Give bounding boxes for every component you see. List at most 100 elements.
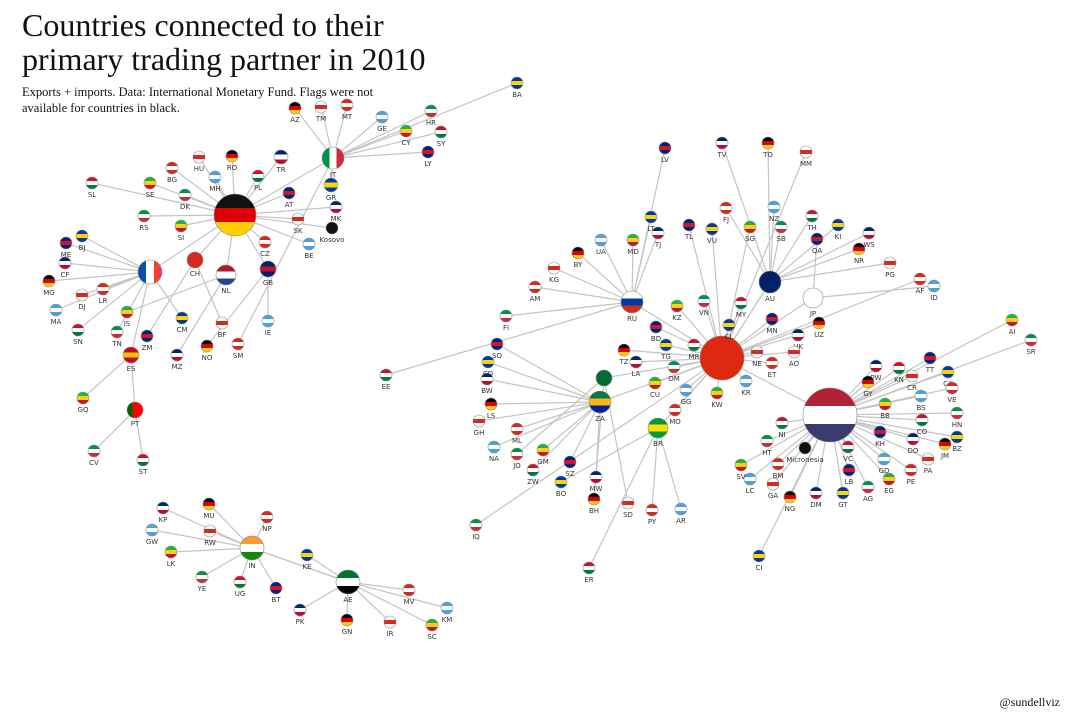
- country-node: [705, 222, 719, 236]
- country-label: BA: [512, 91, 522, 99]
- country-label: ZA: [595, 415, 605, 423]
- country-label: ET: [768, 371, 777, 379]
- country-label: IS: [124, 320, 131, 328]
- trade-link: [130, 271, 151, 356]
- country-node: [645, 503, 659, 517]
- country-label: HU: [194, 165, 204, 173]
- country-label: NL: [221, 287, 230, 295]
- country-node: [325, 221, 339, 235]
- country-node: [950, 406, 964, 420]
- country-label: IN: [248, 562, 255, 570]
- country-label: VN: [699, 309, 709, 317]
- country-node: [892, 361, 906, 375]
- country-label: MV: [404, 598, 415, 606]
- country-node: [715, 136, 729, 150]
- country-node: [510, 447, 524, 461]
- country-label: GY: [863, 390, 873, 398]
- country-node: [649, 320, 663, 334]
- country-node: [291, 212, 305, 226]
- country-label: TG: [660, 353, 671, 361]
- country-node: [765, 312, 779, 326]
- trade-link: [769, 206, 775, 283]
- trade-link: [631, 232, 659, 303]
- country-node: [481, 355, 495, 369]
- country-label: KR: [741, 389, 751, 397]
- country-node: [869, 359, 883, 373]
- country-node: [752, 549, 766, 563]
- country-node: [203, 524, 217, 538]
- country-label: SK: [293, 227, 302, 235]
- country-node: [251, 169, 265, 183]
- title-line: primary trading partner in 2010: [22, 41, 425, 77]
- country-node: [536, 443, 550, 457]
- country-node: [710, 386, 724, 400]
- country-node: [487, 440, 501, 454]
- country-label: OM: [668, 375, 680, 383]
- country-node: [644, 210, 658, 224]
- trade-link: [769, 232, 870, 283]
- country-node: [59, 236, 73, 250]
- country-label: KH: [875, 440, 885, 448]
- trade-link: [769, 262, 891, 283]
- country-node: [588, 390, 612, 414]
- trade-link: [170, 547, 253, 553]
- country-label: ER: [584, 576, 593, 584]
- country-label: MM: [800, 160, 812, 168]
- country-node: [679, 383, 693, 397]
- country-node: [421, 145, 435, 159]
- country-node: [787, 345, 801, 359]
- trade-link: [688, 224, 723, 359]
- trade-link: [347, 581, 433, 626]
- country-label: TV: [716, 151, 726, 159]
- country-node: [202, 497, 216, 511]
- country-label: RU: [627, 315, 637, 323]
- trade-link: [146, 259, 196, 337]
- country-node: [170, 348, 184, 362]
- country-label: GA: [768, 492, 778, 500]
- country-node: [314, 100, 328, 114]
- country-node: [836, 486, 850, 500]
- country-label: PK: [296, 618, 305, 626]
- trade-link: [48, 271, 151, 282]
- trade-link: [490, 401, 601, 405]
- country-node: [589, 470, 603, 484]
- trade-link: [332, 151, 429, 159]
- country-node: [904, 463, 918, 477]
- country-label: BJ: [79, 244, 86, 252]
- country-label: KE: [302, 563, 311, 571]
- trade-link: [812, 285, 935, 299]
- country-node: [434, 125, 448, 139]
- country-label: AR: [676, 517, 686, 525]
- country-label: JM: [940, 452, 949, 460]
- country-node: [647, 417, 669, 439]
- country-node: [288, 101, 302, 115]
- country-node: [261, 314, 275, 328]
- country-node: [783, 490, 797, 504]
- country-node: [621, 496, 635, 510]
- country-node: [659, 338, 673, 352]
- country-node: [75, 288, 89, 302]
- country-label: TM: [315, 115, 326, 123]
- country-label: KG: [549, 276, 559, 284]
- country-label: Micronesia: [786, 456, 823, 464]
- country-node: [617, 343, 631, 357]
- country-label: GT: [838, 501, 848, 509]
- country-node: [140, 329, 154, 343]
- trade-link: [176, 274, 227, 356]
- country-label: UA: [596, 248, 606, 256]
- country-label: GR: [326, 194, 336, 202]
- country-node: [905, 369, 919, 383]
- country-label: LA: [632, 370, 641, 378]
- country-label: AI: [1009, 328, 1016, 336]
- trade-link: [493, 401, 601, 448]
- country-label: GM: [537, 458, 548, 466]
- country-label: SI: [178, 234, 185, 242]
- country-node: [110, 325, 124, 339]
- country-label: SZ: [565, 470, 574, 478]
- country-label: TO: [762, 151, 773, 159]
- country-node: [791, 328, 805, 342]
- country-node: [760, 434, 774, 448]
- country-label: MN: [766, 327, 777, 335]
- country-label: GW: [146, 538, 158, 546]
